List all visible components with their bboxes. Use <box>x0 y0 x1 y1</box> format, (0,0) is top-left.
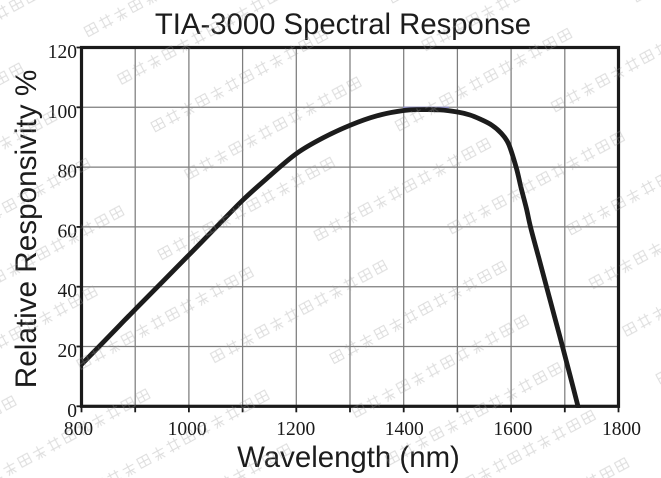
svg-text:20: 20 <box>58 341 78 362</box>
svg-text:1600: 1600 <box>493 419 532 440</box>
svg-text:1200: 1200 <box>276 419 315 440</box>
svg-text:1000: 1000 <box>168 419 207 440</box>
svg-text:1400: 1400 <box>385 419 424 440</box>
svg-text:100: 100 <box>48 102 77 123</box>
svg-text:1800: 1800 <box>602 419 641 440</box>
svg-text:Wavelength (nm): Wavelength (nm) <box>237 441 460 474</box>
svg-text:120: 120 <box>48 42 77 63</box>
svg-text:Relative Responsivity %: Relative Responsivity % <box>10 70 43 388</box>
svg-text:0: 0 <box>67 401 77 422</box>
